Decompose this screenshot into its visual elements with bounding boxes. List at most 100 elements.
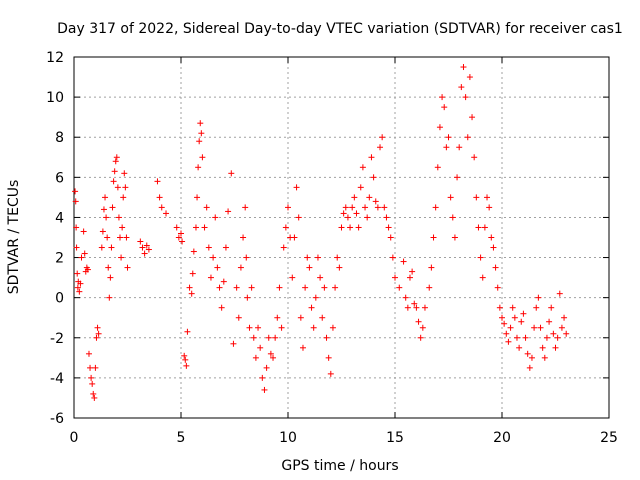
- data-point: [449, 214, 456, 221]
- data-point: [87, 364, 94, 371]
- data-point: [554, 334, 561, 341]
- data-point: [240, 234, 247, 241]
- data-point: [192, 224, 199, 231]
- data-point: [278, 324, 285, 331]
- data-point: [201, 224, 208, 231]
- data-point: [541, 354, 548, 361]
- data-point: [181, 352, 188, 359]
- data-point: [74, 284, 81, 291]
- data-point: [355, 224, 362, 231]
- data-point: [486, 204, 493, 211]
- data-point: [293, 184, 300, 191]
- data-point: [524, 350, 531, 357]
- data-point: [119, 224, 126, 231]
- data-point: [392, 274, 398, 281]
- data-point: [563, 330, 570, 337]
- data-point: [464, 134, 471, 141]
- data-point: [488, 234, 495, 241]
- data-point: [550, 330, 557, 337]
- data-point: [276, 284, 283, 291]
- data-point: [520, 310, 527, 317]
- data-point: [417, 334, 424, 341]
- data-point: [272, 334, 279, 341]
- data-point: [218, 304, 225, 311]
- data-point: [443, 144, 450, 151]
- data-point: [556, 290, 563, 297]
- data-point: [539, 344, 546, 351]
- data-point: [421, 304, 428, 311]
- data-point: [426, 284, 433, 291]
- data-point: [302, 284, 309, 291]
- data-point: [336, 264, 343, 271]
- data-point: [114, 184, 121, 191]
- x-tick-label: 25: [600, 430, 618, 446]
- data-point: [242, 204, 249, 211]
- data-point: [347, 224, 354, 231]
- data-point: [100, 206, 107, 213]
- data-point: [106, 294, 113, 301]
- data-point: [447, 194, 454, 201]
- data-point: [118, 254, 125, 261]
- data-point: [280, 244, 287, 251]
- data-point: [351, 194, 358, 201]
- data-point: [535, 294, 542, 301]
- data-point: [441, 104, 448, 111]
- data-point: [340, 210, 347, 217]
- data-point: [466, 74, 473, 81]
- data-point: [92, 364, 99, 371]
- data-point: [462, 94, 469, 101]
- data-point: [183, 362, 190, 369]
- data-point: [531, 324, 538, 331]
- data-point: [475, 224, 482, 231]
- data-point: [197, 120, 204, 127]
- data-point: [246, 324, 253, 331]
- data-point: [552, 344, 559, 351]
- data-point: [291, 234, 298, 241]
- data-point: [220, 278, 227, 285]
- data-point: [108, 244, 115, 251]
- data-point: [74, 270, 81, 277]
- data-point: [222, 244, 229, 251]
- data-point: [295, 214, 302, 221]
- y-tick-label: 0: [55, 291, 64, 307]
- data-point: [494, 284, 501, 291]
- data-point: [528, 354, 535, 361]
- data-point: [432, 204, 439, 211]
- data-point: [184, 328, 191, 335]
- data-point: [496, 304, 503, 311]
- x-tick-label: 10: [279, 430, 297, 446]
- data-point: [526, 364, 533, 371]
- data-point: [368, 154, 375, 161]
- data-point: [366, 194, 373, 201]
- data-point: [235, 314, 242, 321]
- data-point: [98, 244, 105, 251]
- data-point: [156, 194, 163, 201]
- data-point: [471, 154, 478, 161]
- data-point: [189, 270, 196, 277]
- data-point: [334, 254, 341, 261]
- data-point: [516, 344, 523, 351]
- y-tick-label: -4: [50, 371, 64, 387]
- data-point: [237, 264, 244, 271]
- data-point: [179, 238, 186, 245]
- data-point: [186, 284, 193, 291]
- data-point: [411, 300, 418, 307]
- data-point: [120, 194, 127, 201]
- data-point: [195, 164, 202, 171]
- data-point: [228, 170, 235, 177]
- axis-ticks: 0 5 10 15 20 25 -6 -4 -2 0 2 4 6 8 10 12: [46, 50, 618, 446]
- data-point: [400, 258, 407, 265]
- y-axis-label: SDTVAR / TECUs: [6, 180, 22, 295]
- data-point: [456, 144, 463, 151]
- data-point: [428, 264, 435, 271]
- data-point: [137, 238, 144, 245]
- y-tick-label: -2: [50, 331, 64, 347]
- data-point: [91, 394, 98, 401]
- data-point: [94, 324, 101, 331]
- data-point: [141, 250, 148, 257]
- data-point: [513, 334, 520, 341]
- data-point: [299, 344, 306, 351]
- data-point: [250, 334, 257, 341]
- data-point: [163, 210, 170, 217]
